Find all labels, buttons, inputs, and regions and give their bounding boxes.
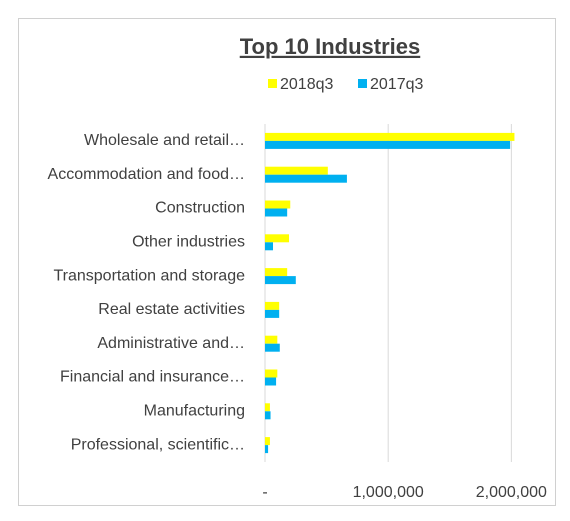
bar	[265, 437, 270, 446]
x-tick-label: 1,000,000	[353, 484, 424, 501]
bar	[265, 268, 288, 277]
bar	[265, 132, 515, 141]
bar	[265, 377, 277, 386]
y-tick-label: Financial and insurance…	[60, 369, 245, 386]
bar	[265, 301, 280, 310]
bar	[265, 369, 278, 378]
chart-title: Top 10 Industries	[240, 34, 421, 59]
y-tick-label: Transportation and storage	[53, 267, 245, 284]
y-tick-label: Administrative and…	[97, 335, 245, 352]
legend-label: 2018q3	[280, 76, 333, 93]
bar	[265, 445, 269, 454]
bar	[265, 309, 280, 318]
legend-label: 2017q3	[370, 76, 423, 93]
bar	[265, 343, 280, 352]
y-tick-label: Wholesale and retail…	[84, 132, 245, 149]
bar	[265, 208, 288, 217]
y-tick-label: Accommodation and food…	[48, 166, 245, 183]
y-tick-label: Professional, scientific…	[71, 436, 245, 453]
chart-border	[18, 18, 556, 506]
y-tick-label: Real estate activities	[98, 301, 245, 318]
legend-swatch	[358, 79, 367, 88]
bar	[265, 242, 274, 251]
bar	[265, 411, 271, 420]
y-tick-label: Other industries	[132, 234, 245, 251]
bar	[265, 200, 291, 209]
bar	[265, 166, 328, 175]
y-tick-label: Manufacturing	[144, 403, 245, 420]
bar	[265, 335, 278, 344]
x-tick-label: -	[262, 484, 267, 501]
bar	[265, 234, 290, 243]
x-tick-label: 2,000,000	[476, 484, 547, 501]
y-tick-label: Construction	[155, 200, 245, 217]
bar	[265, 174, 347, 183]
bar	[265, 403, 270, 412]
bar	[265, 276, 296, 285]
legend-swatch	[268, 79, 277, 88]
bar	[265, 140, 511, 149]
